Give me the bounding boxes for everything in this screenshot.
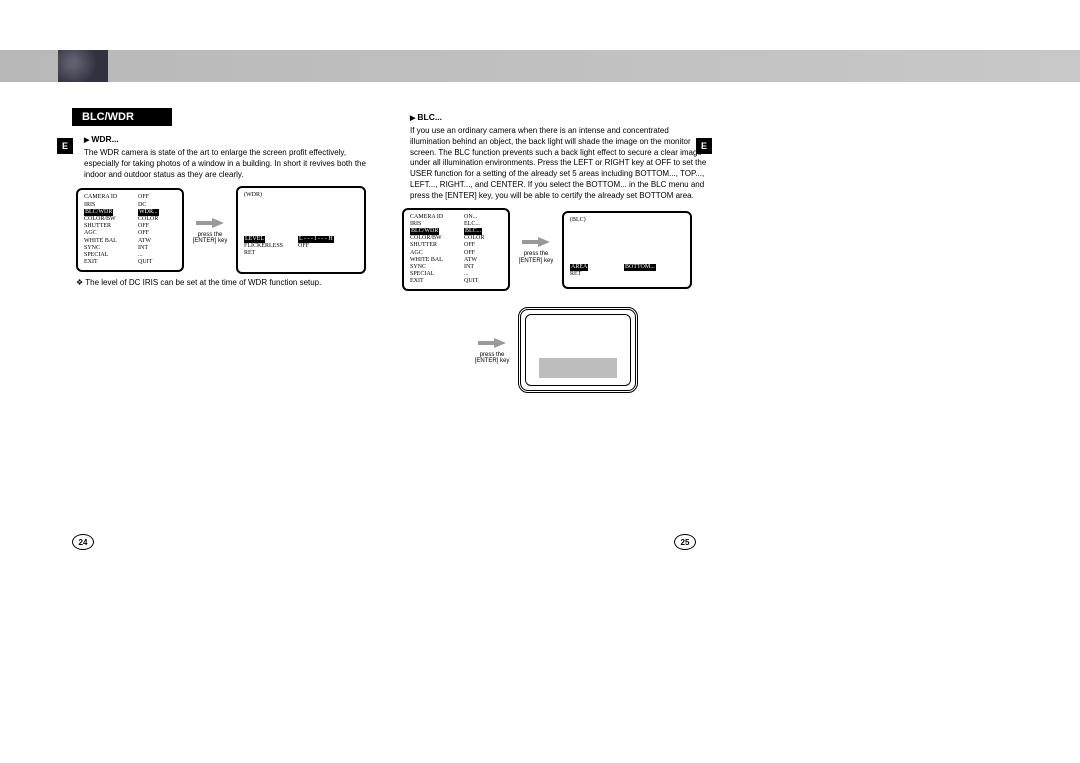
arrow-block-3: press the [ENTER] key <box>472 336 512 365</box>
screen-bottom-area <box>539 358 617 378</box>
blc-diagram-2: press the [ENTER] key <box>402 307 708 393</box>
wdr-body: The WDR camera is state of the art to en… <box>84 148 382 180</box>
wdr-heading: ▶WDR... <box>84 134 382 144</box>
screen-preview <box>518 307 638 393</box>
header-band <box>0 50 1080 82</box>
osd-menu-main-blc: CAMERA IDON...IRISELC...BLC/WDRBLC...COL… <box>402 208 510 292</box>
blc-heading: ▶BLC... <box>410 112 708 122</box>
wdr-note: The level of DC IRIS can be set at the t… <box>76 278 382 287</box>
header-photo <box>58 50 108 82</box>
section-title: BLC/WDR <box>72 108 172 126</box>
arrow-hint: press the [ENTER] key <box>519 251 554 264</box>
arrow-icon <box>478 336 506 350</box>
osd-menu-wdr: (WDR)LEVELL - - - I - - - HFLICKERLESSOF… <box>236 186 366 274</box>
osd-menu-main: CAMERA IDOFFIRISDCBLC/WDRWDR...COLOR/BWC… <box>76 188 184 272</box>
arrow-block-2: press the [ENTER] key <box>516 235 556 264</box>
page-number-left: 24 <box>72 534 94 550</box>
arrow-block: press the [ENTER] key <box>190 216 230 245</box>
lang-tab-left: E <box>57 138 73 154</box>
right-page: ▶BLC... If you use an ordinary camera wh… <box>398 108 708 393</box>
arrow-hint: press the [ENTER] key <box>475 352 510 365</box>
page-number-right: 25 <box>674 534 696 550</box>
arrow-icon <box>522 235 550 249</box>
arrow-hint: press the [ENTER] key <box>193 232 228 245</box>
arrow-icon <box>196 216 224 230</box>
osd-menu-blc: (BLC)AREABOTTOM...RET <box>562 211 692 289</box>
left-page: BLC/WDR ▶WDR... The WDR camera is state … <box>72 108 382 287</box>
blc-body: If you use an ordinary camera when there… <box>410 126 708 202</box>
blc-diagram: CAMERA IDON...IRISELC...BLC/WDRBLC...COL… <box>402 208 708 292</box>
wdr-diagram: CAMERA IDOFFIRISDCBLC/WDRWDR...COLOR/BWC… <box>76 186 382 274</box>
